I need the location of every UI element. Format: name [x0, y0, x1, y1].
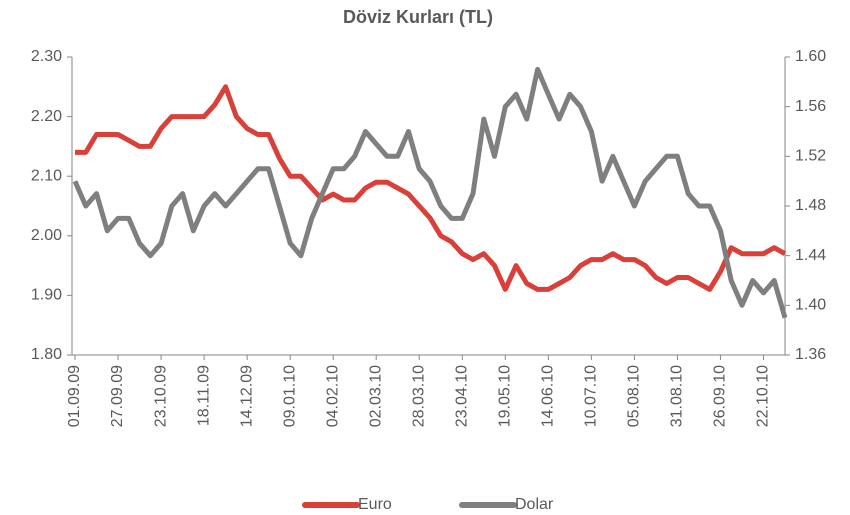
- y-tick-label: 2.30: [31, 48, 62, 65]
- series-line: [75, 84, 787, 292]
- x-tick-label: 01.09.09: [66, 365, 83, 427]
- x-tick-label: 10.07.10: [583, 365, 600, 427]
- y-tick-label: 1.80: [31, 346, 62, 363]
- chart-title: Döviz Kurları (TL): [343, 7, 493, 27]
- x-tick-label: 05.08.10: [626, 365, 643, 427]
- y2-tick-label: 1.52: [795, 148, 826, 165]
- legend-label: Euro: [358, 496, 392, 513]
- series-line: [72, 66, 788, 319]
- y-tick-label: 1.90: [31, 287, 62, 304]
- x-tick-label: 22.10.10: [755, 365, 772, 427]
- y2-tick-label: 1.48: [795, 197, 826, 214]
- x-tick-label: 23.10.09: [152, 365, 169, 427]
- x-tick-label: 19.05.10: [497, 365, 514, 427]
- x-tick-label: 23.04.10: [453, 365, 470, 427]
- x-tick-label: 14.12.09: [238, 365, 255, 427]
- x-tick-label: 04.02.10: [324, 365, 341, 427]
- y2-tick-label: 1.40: [795, 297, 826, 314]
- x-tick-label: 28.03.10: [410, 365, 427, 427]
- x-tick-label: 26.09.10: [712, 365, 729, 427]
- y2-tick-label: 1.36: [795, 346, 826, 363]
- x-tick-label: 09.01.10: [281, 365, 298, 427]
- x-tick-label: 27.09.09: [109, 365, 126, 427]
- y-tick-label: 2.20: [31, 108, 62, 125]
- y2-tick-label: 1.44: [795, 247, 826, 264]
- x-tick-label: 14.06.10: [540, 365, 557, 427]
- y2-tick-label: 1.60: [795, 48, 826, 65]
- legend-label: Dolar: [515, 496, 554, 513]
- y-tick-label: 2.10: [31, 167, 62, 184]
- y2-tick-label: 1.56: [795, 98, 826, 115]
- x-tick-label: 31.08.10: [669, 365, 686, 427]
- y-tick-label: 2.00: [31, 227, 62, 244]
- x-tick-label: 02.03.10: [367, 365, 384, 427]
- x-tick-label: 18.11.09: [195, 365, 212, 426]
